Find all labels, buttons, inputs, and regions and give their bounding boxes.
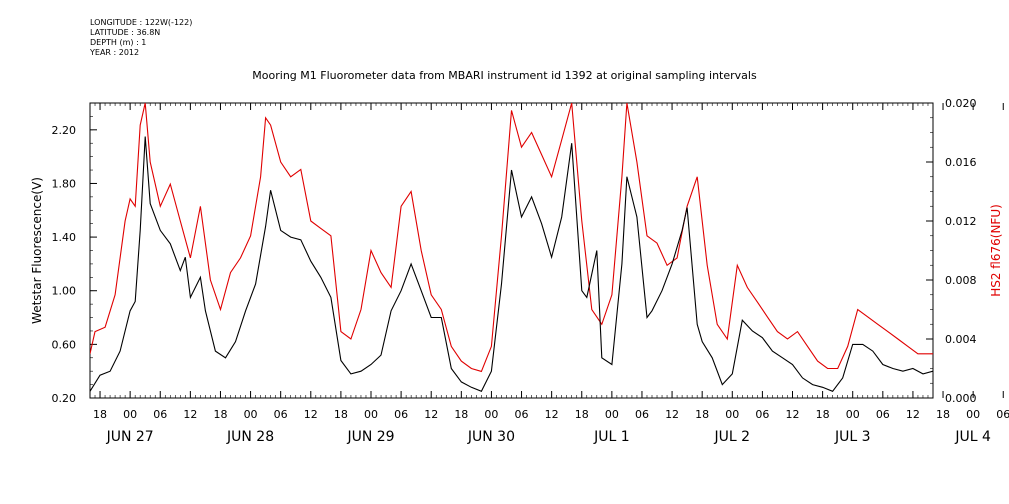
latitude-text: LATITUDE : 36.8N xyxy=(90,28,161,37)
x-hour-tick-label: 12 xyxy=(545,408,559,421)
x-hour-tick-label: 00 xyxy=(725,408,739,421)
x-hour-tick-label: 12 xyxy=(786,408,800,421)
x-hour-tick-label: 06 xyxy=(876,408,890,421)
y-right-tick-label: 0.020 xyxy=(945,97,977,110)
y-left-tick-label: 0.20 xyxy=(52,392,77,405)
x-day-label: JUN 28 xyxy=(226,429,274,445)
x-hour-tick-label: 00 xyxy=(846,408,860,421)
x-hour-tick-label: 06 xyxy=(515,408,529,421)
year-text: YEAR : 2012 xyxy=(90,48,140,57)
x-day-label: JUL 4 xyxy=(954,429,991,445)
x-hour-tick-label: 12 xyxy=(906,408,920,421)
x-hour-tick-label: 18 xyxy=(575,408,589,421)
x-hour-tick-label: 12 xyxy=(665,408,679,421)
x-hour-tick-label: 06 xyxy=(755,408,769,421)
x-day-label: JUL 3 xyxy=(834,429,871,445)
longitude-text: LONGITUDE : 122W(-122) xyxy=(90,18,193,27)
x-hour-tick-label: 00 xyxy=(605,408,619,421)
y-right-tick-label: 0.016 xyxy=(945,156,977,169)
x-hour-tick-label: 18 xyxy=(213,408,227,421)
chart-title: Mooring M1 Fluorometer data from MBARI i… xyxy=(252,69,757,82)
x-hour-tick-label: 12 xyxy=(183,408,197,421)
y-right-tick-label: 0.000 xyxy=(945,392,977,405)
depth-text: DEPTH (m) : 1 xyxy=(90,38,147,47)
y-right-tick-label: 0.004 xyxy=(945,333,977,346)
x-day-label: JUN 29 xyxy=(346,429,394,445)
x-hour-tick-label: 00 xyxy=(244,408,258,421)
y-left-tick-label: 1.80 xyxy=(52,177,77,190)
x-hour-tick-label: 18 xyxy=(695,408,709,421)
y-left-tick-label: 1.00 xyxy=(52,285,77,298)
x-hour-tick-label: 18 xyxy=(816,408,830,421)
x-hour-tick-label: 06 xyxy=(153,408,167,421)
y-left-axis-label: Wetstar Fluorescence(V) xyxy=(30,177,44,324)
x-hour-tick-label: 06 xyxy=(996,408,1009,421)
y-right-tick-label: 0.008 xyxy=(945,274,977,287)
x-hour-tick-label: 06 xyxy=(274,408,288,421)
y-right-tick-label: 0.012 xyxy=(945,215,977,228)
metadata-block: LONGITUDE : 122W(-122) LATITUDE : 36.8N … xyxy=(90,18,192,58)
x-hour-tick-label: 18 xyxy=(334,408,348,421)
x-hour-tick-label: 06 xyxy=(394,408,408,421)
series-line-hs2 xyxy=(90,103,933,373)
plot-frame xyxy=(89,102,934,399)
x-hour-tick-label: 12 xyxy=(304,408,318,421)
x-day-label: JUN 30 xyxy=(467,429,515,445)
x-hour-tick-label: 00 xyxy=(966,408,980,421)
x-day-label: JUL 2 xyxy=(714,429,751,445)
x-day-label: JUN 27 xyxy=(106,429,154,445)
x-hour-tick-label: 06 xyxy=(635,408,649,421)
x-hour-tick-label: 00 xyxy=(484,408,498,421)
x-hour-tick-label: 18 xyxy=(936,408,950,421)
x-hour-tick-label: 00 xyxy=(364,408,378,421)
y-left-tick-label: 0.60 xyxy=(52,338,77,351)
x-hour-tick-label: 18 xyxy=(93,408,107,421)
series-line-wetstar xyxy=(90,136,933,392)
y-left-tick-label: 1.40 xyxy=(52,231,77,244)
x-day-label: JUL 1 xyxy=(593,429,630,445)
x-hour-tick-label: 00 xyxy=(123,408,137,421)
y-right-axis-label: HS2 fl676(NFU) xyxy=(989,204,1003,297)
y-left-tick-label: 2.20 xyxy=(52,124,77,137)
x-hour-tick-label: 12 xyxy=(424,408,438,421)
x-hour-tick-label: 18 xyxy=(454,408,468,421)
